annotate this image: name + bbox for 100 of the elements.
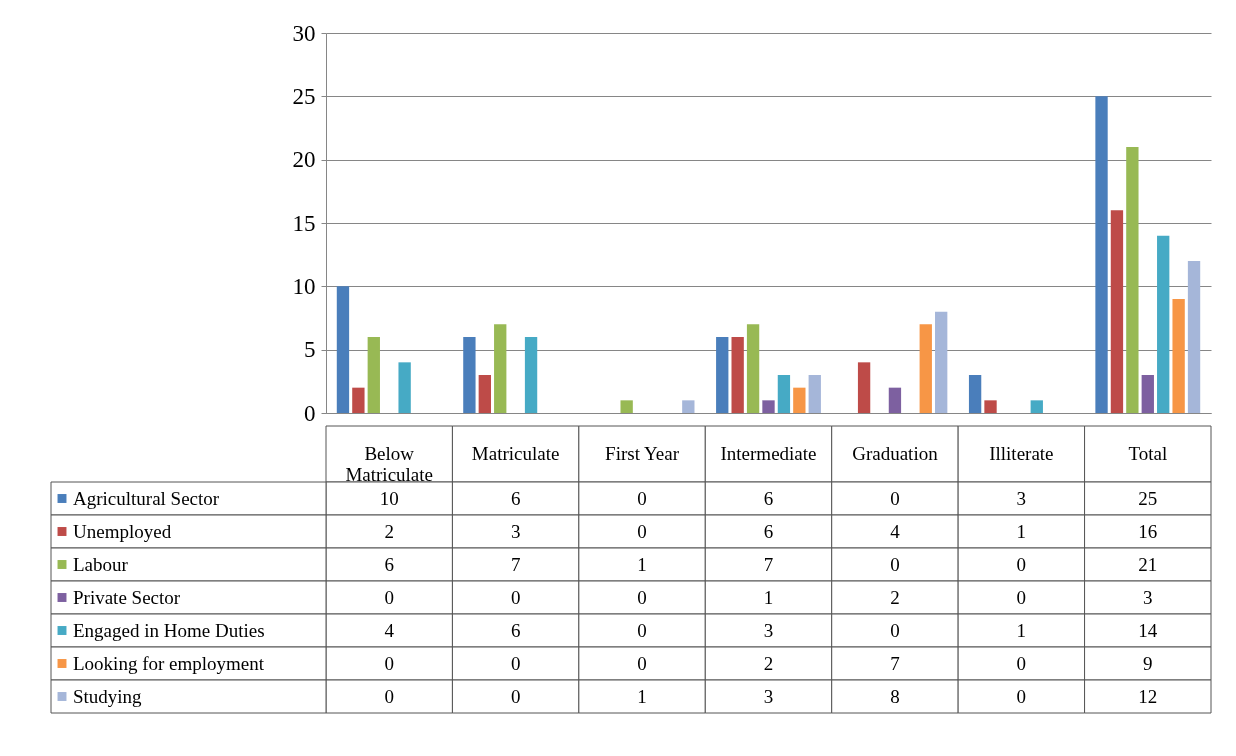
data-label: 12 xyxy=(1138,685,1158,707)
y-tick-label: 0 xyxy=(304,400,316,426)
data-label: 3 xyxy=(1143,586,1153,608)
data-label: 6 xyxy=(763,520,774,542)
data-label: 0 xyxy=(637,586,647,608)
bar xyxy=(352,387,365,413)
bar xyxy=(494,324,507,413)
legend-label: Looking for employment xyxy=(73,652,265,674)
legend-label: Studying xyxy=(73,685,143,707)
bar xyxy=(984,400,997,413)
bar xyxy=(336,286,350,413)
data-label: 6 xyxy=(510,619,521,641)
data-label: 0 xyxy=(1016,586,1027,608)
x-tick-label: Graduation xyxy=(852,443,939,464)
bar xyxy=(1141,375,1154,413)
y-tick-label: 10 xyxy=(292,273,316,299)
data-label: 2 xyxy=(890,586,900,608)
data-label: 6 xyxy=(510,487,521,509)
data-label: 0 xyxy=(637,487,647,509)
data-label: 7 xyxy=(763,553,774,575)
bar xyxy=(731,337,744,413)
bar xyxy=(463,337,476,413)
bar xyxy=(888,387,902,413)
data-label: 0 xyxy=(510,652,521,674)
data-label: 6 xyxy=(384,553,394,575)
data-label: 0 xyxy=(637,520,647,542)
bar xyxy=(968,375,982,413)
data-label: 0 xyxy=(384,652,394,674)
data-label: 3 xyxy=(1016,487,1027,509)
data-label: 10 xyxy=(379,487,399,509)
x-tick-label: Below Matriculate xyxy=(345,443,433,485)
data-label: 1 xyxy=(637,685,647,707)
legend-label: Private Sector xyxy=(73,586,181,608)
legend-label: Labour xyxy=(73,553,129,575)
x-tick-label: Intermediate xyxy=(720,443,817,464)
bar xyxy=(716,337,729,413)
bar xyxy=(1110,210,1124,413)
data-label: 2 xyxy=(763,652,774,674)
data-label: 1 xyxy=(1016,520,1027,542)
data-label: 0 xyxy=(1016,553,1027,575)
data-label: 4 xyxy=(890,520,901,542)
data-label: 6 xyxy=(763,487,774,509)
data-label: 8 xyxy=(890,685,900,707)
data-label: 0 xyxy=(890,619,900,641)
data-label: 3 xyxy=(510,520,521,542)
data-label: 21 xyxy=(1138,553,1158,575)
data-label: 0 xyxy=(384,685,394,707)
bar xyxy=(793,387,806,413)
data-label: 0 xyxy=(890,487,900,509)
y-tick-label: 5 xyxy=(304,337,316,363)
y-tick-label: 25 xyxy=(292,83,316,109)
bar xyxy=(1187,261,1201,413)
data-label: 0 xyxy=(1016,652,1027,674)
bar xyxy=(857,362,871,413)
data-label: 14 xyxy=(1138,619,1158,641)
bar xyxy=(478,375,491,413)
data-label: 0 xyxy=(890,553,900,575)
bar xyxy=(919,324,932,413)
data-label: 1 xyxy=(1016,619,1027,641)
bar xyxy=(777,375,791,413)
x-tick-label: Matriculate xyxy=(471,443,560,464)
bar xyxy=(1030,400,1043,413)
data-label: 0 xyxy=(1016,685,1027,707)
legend-label: Agricultural Sector xyxy=(73,487,220,509)
data-label: 0 xyxy=(637,619,647,641)
bar xyxy=(808,375,821,413)
bar xyxy=(1126,147,1139,413)
bar xyxy=(524,337,538,413)
data-label: 0 xyxy=(384,586,394,608)
data-label: 16 xyxy=(1138,520,1158,542)
data-label: 0 xyxy=(637,652,647,674)
x-tick-label: Illiterate xyxy=(989,443,1054,464)
data-label: 1 xyxy=(637,553,647,575)
y-tick-label: 15 xyxy=(292,210,316,236)
bar xyxy=(398,362,411,413)
bar xyxy=(620,400,633,413)
legend-label: Unemployed xyxy=(73,520,172,542)
y-tick-label: 20 xyxy=(292,147,316,173)
x-tick-label: First Year xyxy=(605,443,680,464)
y-tick-label: 30 xyxy=(292,20,316,46)
data-label: 3 xyxy=(763,619,774,641)
bar xyxy=(746,324,760,413)
bar xyxy=(367,337,380,413)
bar xyxy=(1095,96,1108,413)
data-label: 25 xyxy=(1138,487,1158,509)
bar xyxy=(935,311,948,413)
data-label: 0 xyxy=(510,685,521,707)
legend-label: Engaged in Home Duties xyxy=(73,619,265,641)
bar xyxy=(682,400,695,413)
data-label: 1 xyxy=(763,586,774,608)
bar xyxy=(1172,299,1185,413)
data-label: 2 xyxy=(384,520,394,542)
data-label: 7 xyxy=(890,652,900,674)
x-tick-label: Total xyxy=(1128,443,1168,464)
data-label: 7 xyxy=(510,553,521,575)
bar xyxy=(1157,235,1170,413)
bar xyxy=(762,400,775,413)
data-label: 9 xyxy=(1143,652,1153,674)
data-label: 0 xyxy=(510,586,521,608)
data-label: 4 xyxy=(384,619,395,641)
